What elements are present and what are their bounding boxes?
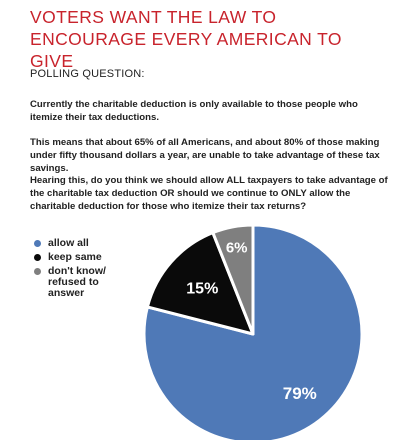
chart-title: VOTERS WANT THE LAW TO ENCOURAGE EVERY A… bbox=[30, 7, 342, 71]
legend-label-allow-all: allow all bbox=[48, 237, 89, 249]
pie-slice-dont-know bbox=[211, 223, 255, 336]
legend-item-allow-all: allow all bbox=[34, 238, 138, 249]
legend-item-dont-know: don't know/ refused to answer bbox=[34, 266, 138, 299]
question-paragraph-1: Currently the charitable deduction is on… bbox=[30, 99, 358, 123]
pie-label-dont-know: 6% bbox=[226, 239, 248, 256]
pie-slice-keep-same bbox=[145, 231, 255, 336]
legend-swatch-keep-same bbox=[34, 254, 41, 261]
pie-label-keep-same: 15% bbox=[186, 281, 218, 298]
polling-question-label: POLLING QUESTION: bbox=[30, 68, 145, 80]
question-paragraph-3: Hearing this, do you think we should all… bbox=[30, 175, 388, 212]
legend-label-keep-same: keep same bbox=[48, 251, 102, 263]
legend-label-dont-know: don't know/ refused to answer bbox=[48, 265, 106, 299]
legend: allow all keep same don't know/ refused … bbox=[34, 238, 138, 302]
legend-swatch-dont-know bbox=[34, 268, 41, 275]
legend-swatch-allow-all bbox=[34, 240, 41, 247]
question-paragraph-2: This means that about 65% of all America… bbox=[30, 137, 380, 174]
legend-item-keep-same: keep same bbox=[34, 252, 138, 263]
pie-label-allow-all: 79% bbox=[283, 384, 317, 403]
